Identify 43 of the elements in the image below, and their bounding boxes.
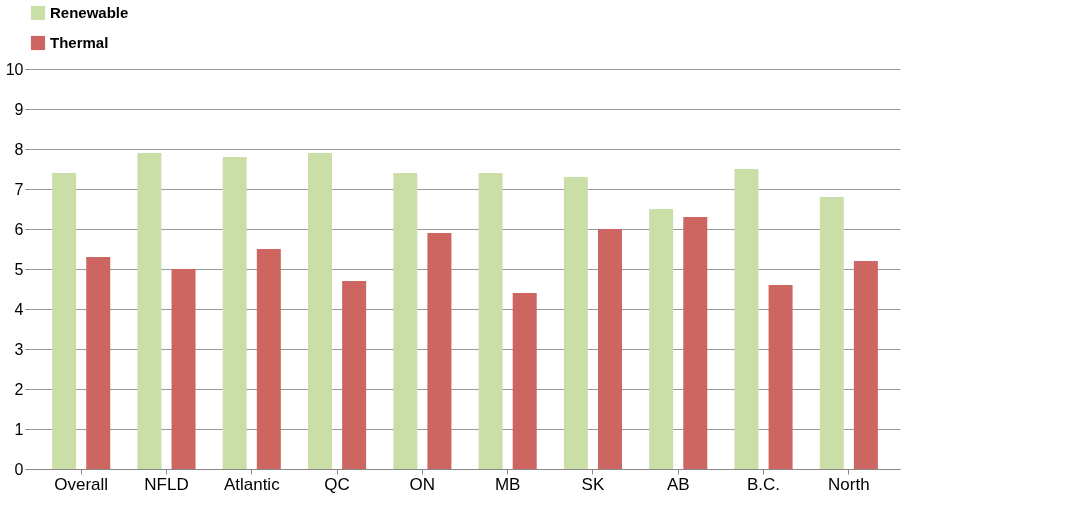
- x-tick-label: Overall: [54, 474, 109, 494]
- bar: [52, 173, 77, 469]
- bar: [427, 233, 452, 469]
- bar: [256, 249, 281, 469]
- legend-label: Thermal: [50, 34, 109, 51]
- x-tick-label: B.C.: [747, 474, 781, 494]
- x-tick-label: ON: [409, 474, 436, 494]
- x-tick-label: AB: [666, 474, 690, 494]
- y-tick-label: 4: [14, 300, 24, 318]
- bar: [853, 261, 878, 469]
- bar: [649, 209, 674, 469]
- y-tick-label: 2: [14, 380, 24, 398]
- y-tick-label: 7: [14, 180, 24, 198]
- x-tick-label: North: [828, 474, 870, 494]
- y-tick-label: 0: [14, 460, 24, 478]
- y-tick-label: 1: [14, 420, 24, 438]
- bar: [393, 173, 418, 469]
- x-tick-label: NFLD: [144, 474, 189, 494]
- bar: [768, 285, 793, 469]
- y-tick-label: 10: [5, 60, 24, 78]
- bar: [342, 281, 367, 469]
- bar: [734, 169, 759, 469]
- bar: [563, 177, 588, 469]
- x-tick-label: MB: [494, 474, 521, 494]
- bar: [137, 153, 162, 469]
- y-tick-label: 3: [14, 340, 24, 358]
- bar: [683, 217, 708, 469]
- x-tick-label: Atlantic: [223, 474, 281, 494]
- y-tick-label: 6: [14, 220, 24, 238]
- bar: [819, 197, 844, 469]
- y-tick-label: 9: [14, 100, 24, 118]
- bar: [171, 269, 196, 469]
- x-tick-label: QC: [324, 474, 350, 494]
- bar: [308, 153, 332, 469]
- x-tick-label: SK: [581, 474, 605, 494]
- legend-label: Renewable: [50, 4, 129, 21]
- bar: [512, 293, 537, 469]
- y-tick-label: 8: [14, 140, 24, 158]
- bar: [478, 173, 503, 469]
- bar: [222, 157, 247, 469]
- bar: [598, 229, 622, 469]
- bar: [86, 257, 111, 469]
- y-tick-label: 5: [14, 260, 24, 278]
